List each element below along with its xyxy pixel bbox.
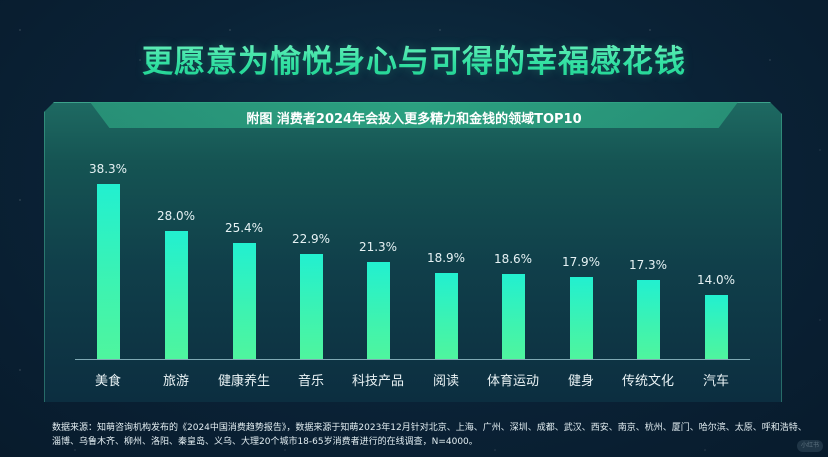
bar-value-label: 18.9% bbox=[426, 251, 466, 265]
category-label: 健康养生 bbox=[217, 374, 270, 389]
bar-value-label: 22.9% bbox=[291, 232, 331, 246]
bar bbox=[502, 274, 525, 359]
category-label: 汽车 bbox=[702, 374, 729, 389]
bar bbox=[435, 273, 458, 359]
bar-group: 25.4% bbox=[204, 221, 284, 359]
watermark-badge: 小红书 bbox=[797, 440, 823, 452]
source-line-1: 数据来源：知萌咨询机构发布的《2024中国消费趋势报告》，数据来源于知萌2023… bbox=[52, 423, 807, 433]
category-label: 体育运动 bbox=[486, 374, 539, 389]
category-label: 音乐 bbox=[297, 374, 324, 389]
bar-value-label: 18.6% bbox=[493, 252, 533, 266]
bar-value-label: 17.9% bbox=[561, 255, 601, 269]
bar-group: 14.0% bbox=[676, 273, 756, 359]
bar-group: 17.9% bbox=[541, 255, 621, 359]
category-label: 传统文化 bbox=[621, 374, 674, 389]
page-title: 更愿意为愉悦身心与可得的幸福感花钱 bbox=[0, 36, 828, 81]
bar-group: 18.6% bbox=[473, 252, 553, 359]
bar-group: 21.3% bbox=[338, 240, 418, 359]
bar-value-label: 21.3% bbox=[358, 240, 398, 254]
bar-group: 18.9% bbox=[406, 251, 486, 359]
category-label: 健身 bbox=[567, 374, 594, 389]
bar bbox=[233, 243, 256, 359]
category-label: 阅读 bbox=[432, 374, 459, 389]
bar bbox=[165, 231, 188, 359]
bar-value-label: 14.0% bbox=[696, 273, 736, 287]
subtitle-banner bbox=[90, 102, 738, 128]
chart-subtitle: 附图 消费者2024年会投入更多精力和金钱的领域TOP10 bbox=[246, 112, 582, 127]
category-label: 美食 bbox=[94, 374, 121, 389]
category-label: 科技产品 bbox=[351, 374, 404, 389]
bar bbox=[300, 254, 323, 359]
bar-value-label: 17.3% bbox=[628, 258, 668, 272]
source-line-2: 淄博、乌鲁木齐、柳州、洛阳、秦皇岛、义乌、大理20个城市18-65岁消费者进行的… bbox=[52, 437, 478, 447]
bar-group: 17.3% bbox=[608, 258, 688, 359]
data-source-note: 数据来源：知萌咨询机构发布的《2024中国消费趋势报告》，数据来源于知萌2023… bbox=[52, 421, 812, 449]
bar bbox=[97, 184, 120, 359]
bar bbox=[705, 295, 728, 359]
bar bbox=[570, 277, 593, 359]
bar-value-label: 28.0% bbox=[156, 209, 196, 223]
bar bbox=[367, 262, 390, 359]
bar-group: 38.3% bbox=[68, 162, 148, 359]
x-axis-line bbox=[75, 359, 750, 360]
bar-value-label: 38.3% bbox=[88, 162, 128, 176]
bar-value-label: 25.4% bbox=[224, 221, 264, 235]
bar bbox=[637, 280, 660, 359]
bar-group: 22.9% bbox=[271, 232, 351, 359]
bar-group: 28.0% bbox=[136, 209, 216, 359]
category-label: 旅游 bbox=[162, 374, 189, 389]
